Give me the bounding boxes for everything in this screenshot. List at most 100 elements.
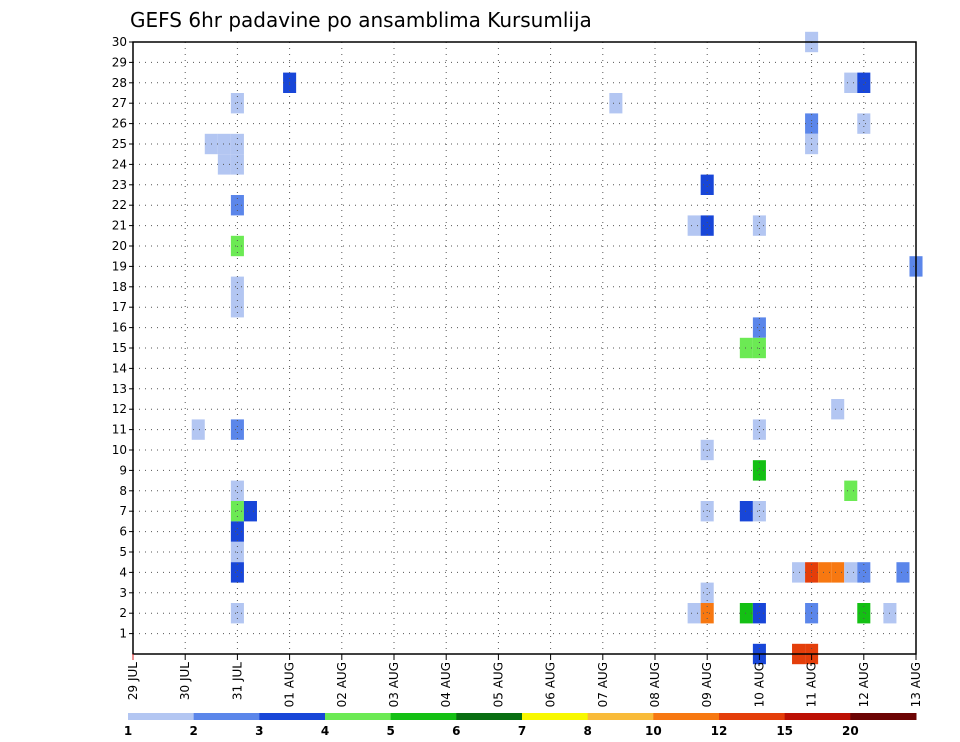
x-tick-label: 30 JUL xyxy=(178,662,192,700)
cell-member-2-50 xyxy=(230,603,244,624)
cell-member-4-47 xyxy=(857,562,871,583)
cell-member-23-14 xyxy=(700,174,714,195)
colorbar-label: 2 xyxy=(189,724,197,738)
y-tick-label: 30 xyxy=(112,35,127,49)
colorbar: 1 2 3 4 5 6 7 8 10 12 15 20 xyxy=(124,713,917,738)
cell-member-16-23 xyxy=(752,317,766,338)
cell-member-24-13 xyxy=(230,154,244,175)
y-tick-label: 9 xyxy=(119,463,127,477)
y-tick-label: 8 xyxy=(119,484,127,498)
cell-member-2-56 xyxy=(857,603,871,624)
colorbar-swatch xyxy=(193,713,260,720)
colorbar-label: 1 xyxy=(124,724,132,738)
y-tick-label: 6 xyxy=(119,525,127,539)
cell-member-2-53 xyxy=(739,603,753,624)
cell-member-2-52 xyxy=(700,603,714,624)
colorbar-label: 10 xyxy=(645,724,662,738)
x-tick-label: 02 AUG xyxy=(335,662,349,707)
cell-member-21-16 xyxy=(687,215,701,236)
y-tick-label: 11 xyxy=(112,423,127,437)
y-tick-label: 17 xyxy=(112,300,127,314)
cell-member-25-9 xyxy=(217,133,231,155)
y-tick-label: 20 xyxy=(112,239,127,253)
cell-member-2-54 xyxy=(752,603,766,624)
y-tick-label: 21 xyxy=(112,219,127,233)
cell-member-4-41 xyxy=(230,562,244,583)
colorbar-label: 15 xyxy=(776,724,793,738)
cell-member-6-39 xyxy=(230,521,244,542)
x-tick-label: 12 AUG xyxy=(857,662,871,707)
y-tick-label: 12 xyxy=(112,402,127,416)
x-tick-label: 06 AUG xyxy=(544,662,558,707)
y-tick-label: 15 xyxy=(112,341,127,355)
cell-member-9-31 xyxy=(752,460,766,481)
y-tick-label: 10 xyxy=(112,443,127,457)
cell-member-28-3 xyxy=(857,72,871,93)
colorbar-label: 7 xyxy=(518,724,526,738)
cell-member-11-28 xyxy=(230,419,244,440)
colorbar-swatch xyxy=(456,713,523,720)
y-tick-label: 5 xyxy=(119,545,127,559)
x-tick-label: 01 AUG xyxy=(283,662,297,707)
cell-member-18-21 xyxy=(230,276,244,297)
colorbar-swatch xyxy=(850,713,917,720)
cell-member-2-51 xyxy=(687,603,701,624)
x-tick-label: 07 AUG xyxy=(596,662,610,707)
colorbar-label: 3 xyxy=(255,724,263,738)
cells-layer xyxy=(191,31,923,665)
y-tick-label: 1 xyxy=(119,627,127,641)
cell-member-8-32 xyxy=(230,480,244,501)
y-tick-label: 22 xyxy=(112,198,127,212)
cell-member-7-36 xyxy=(700,501,714,522)
x-tick-label: 31 JUL xyxy=(230,662,244,700)
grid-layer xyxy=(133,42,916,654)
y-tick-label: 28 xyxy=(112,76,127,90)
cell-member-4-48 xyxy=(896,562,910,583)
chart-title: GEFS 6hr padavine po ansamblima Kursumli… xyxy=(130,8,592,32)
colorbar-swatch xyxy=(653,713,720,720)
y-tick-label: 29 xyxy=(112,55,127,69)
cell-member-4-46 xyxy=(844,562,858,583)
colorbar-swatch xyxy=(325,713,392,720)
cell-member-21-17 xyxy=(700,215,714,236)
colorbar-label: 20 xyxy=(842,724,859,738)
y-tick-label: 26 xyxy=(112,117,127,131)
y-tick-label: 13 xyxy=(112,382,127,396)
x-tick-label: 11 AUG xyxy=(805,662,819,707)
colorbar-swatch xyxy=(522,713,589,720)
cell-member-22-15 xyxy=(230,195,244,216)
cell-member-7-35 xyxy=(243,501,257,522)
y-tick-label: 16 xyxy=(112,321,127,335)
x-axis: 29 JUL 30 JUL 31 JUL 01 AUG 02 AUG 03 AUG 04 A… xyxy=(126,654,923,707)
colorbar-swatch xyxy=(719,713,786,720)
cell-member-17-22 xyxy=(230,297,244,318)
colorbar-label: 12 xyxy=(711,724,728,738)
y-tick-label: 2 xyxy=(119,606,127,620)
y-tick-label: 4 xyxy=(119,565,127,579)
colorbar-label: 8 xyxy=(583,724,591,738)
colorbar-label: 5 xyxy=(386,724,394,738)
x-tick-label: 04 AUG xyxy=(439,662,453,707)
cell-member-8-33 xyxy=(844,480,858,501)
cell-member-11-27 xyxy=(191,419,205,440)
cell-member-21-18 xyxy=(752,215,766,236)
cell-member-26-7 xyxy=(857,113,871,134)
cell-member-7-37 xyxy=(739,501,753,522)
x-tick-label: 05 AUG xyxy=(491,662,505,707)
x-tick-label: 03 AUG xyxy=(387,662,401,707)
x-tick-label: 29 JUL xyxy=(126,662,140,700)
colorbar-swatch xyxy=(587,713,654,720)
cell-member-27-4 xyxy=(230,93,244,114)
y-tick-label: 18 xyxy=(112,280,127,294)
colorbar-swatch xyxy=(390,713,457,720)
colorbar-label: 4 xyxy=(321,724,329,738)
cell-member-12-26 xyxy=(831,399,845,420)
cell-member-27-5 xyxy=(609,93,623,114)
cell-member-4-44 xyxy=(818,562,832,583)
x-tick-label: 13 AUG xyxy=(909,662,923,707)
colorbar-swatch xyxy=(259,713,326,720)
colorbar-swatch xyxy=(128,713,195,720)
colorbar-label: 6 xyxy=(452,724,460,738)
cell-member-3-49 xyxy=(700,582,714,603)
